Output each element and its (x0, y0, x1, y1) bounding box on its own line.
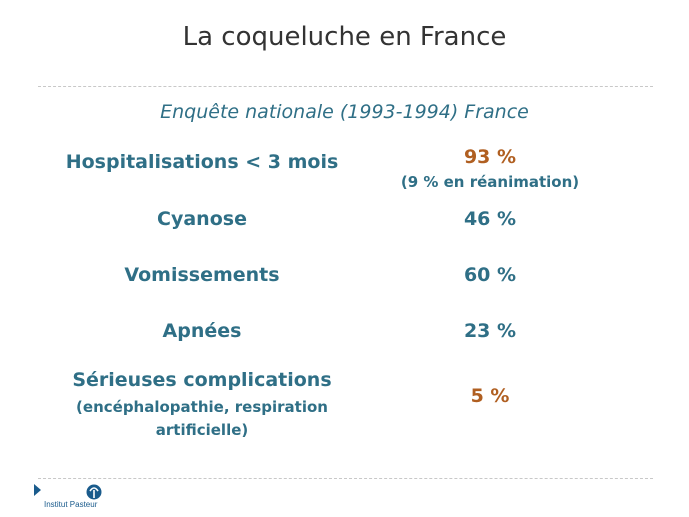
arrow-icon (34, 484, 41, 496)
row-value-apnees: 23 % (463, 320, 517, 342)
row-note-complications: (encéphalopathie, respiration artificiel… (76, 398, 328, 439)
slide-subtitle: Enquête nationale (1993-1994) France (160, 101, 529, 123)
institut-pasteur-logo (34, 484, 102, 500)
row-value-cyanose: 46 % (463, 208, 517, 230)
top-divider (38, 86, 653, 87)
row-value-vomissements: 60 % (463, 264, 517, 286)
row-label-complications: Sérieuses complications (72, 369, 332, 391)
slide-title: La coqueluche en France (182, 22, 507, 52)
row-label-apnees: Apnées (162, 320, 242, 342)
row-value-hospitalisations: 93 % (463, 146, 517, 168)
row-label-hospitalisations: Hospitalisations < 3 mois (65, 151, 339, 173)
bottom-divider (38, 478, 653, 479)
row-note-hospitalisations: (9 % en réanimation) (400, 173, 580, 191)
logo-text: Institut Pasteur (44, 500, 98, 509)
row-value-complications: 5 % (470, 385, 510, 407)
row-label-cyanose: Cyanose (157, 208, 247, 230)
row-label-vomissements: Vomissements (124, 264, 280, 286)
